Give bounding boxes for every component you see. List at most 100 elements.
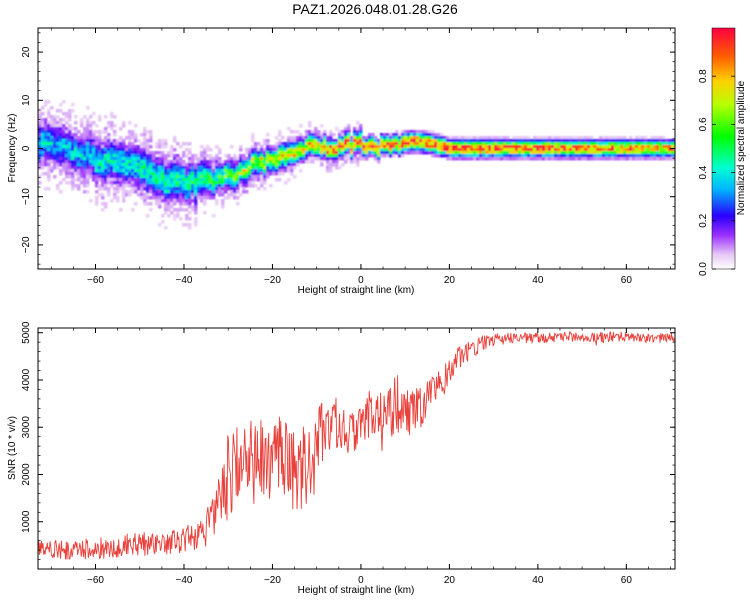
heat-cell	[257, 157, 261, 161]
heat-cell	[56, 142, 60, 146]
heat-cell	[461, 157, 465, 161]
heat-cell	[149, 157, 153, 161]
heat-cell	[119, 127, 123, 131]
heat-cell	[290, 139, 294, 143]
heat-cell	[254, 178, 258, 182]
heat-cell	[317, 154, 321, 158]
heat-cell	[263, 154, 267, 158]
heat-cell	[122, 199, 126, 203]
heat-cell	[245, 151, 249, 155]
heat-cell	[44, 151, 48, 155]
heat-cell	[341, 130, 345, 134]
heat-cell	[176, 214, 180, 218]
heat-cell	[68, 163, 72, 167]
heat-cell	[485, 157, 489, 161]
heat-cell	[80, 154, 84, 158]
heat-cell	[380, 136, 384, 140]
y-tick-label: 4000	[21, 368, 32, 391]
heat-cell	[542, 139, 546, 143]
heat-cell	[155, 172, 159, 176]
heat-cell	[95, 190, 99, 194]
heat-cell	[599, 139, 603, 143]
heat-cell	[71, 103, 75, 107]
heat-cell	[629, 145, 633, 149]
heat-cell	[170, 211, 174, 215]
heat-cell	[434, 139, 438, 143]
heat-cell	[362, 151, 366, 155]
heat-cell	[356, 151, 360, 155]
heat-cell	[299, 154, 303, 158]
heat-cell	[602, 142, 606, 146]
heat-cell	[158, 205, 162, 209]
heat-cell	[263, 148, 267, 152]
heat-cell	[194, 205, 198, 209]
heat-cell	[179, 190, 183, 194]
heat-cell	[41, 142, 45, 146]
heat-cell	[119, 139, 123, 143]
heat-cell	[281, 145, 285, 149]
heat-cell	[161, 166, 165, 170]
heat-cell	[491, 136, 495, 140]
heat-cell	[650, 157, 654, 161]
heat-cell	[59, 103, 63, 107]
heat-cell	[221, 175, 225, 179]
heat-cell	[134, 145, 138, 149]
heat-cell	[77, 175, 81, 179]
heat-cell	[503, 139, 507, 143]
heat-cell	[92, 121, 96, 125]
heat-cell	[188, 217, 192, 221]
heat-cell	[392, 151, 396, 155]
heat-cell	[533, 145, 537, 149]
heat-cell	[398, 139, 402, 143]
heat-cell	[140, 181, 144, 185]
heat-cell	[275, 151, 279, 155]
heat-cell	[101, 169, 105, 173]
heat-cell	[299, 157, 303, 161]
heat-cell	[302, 154, 306, 158]
heat-cell	[428, 133, 432, 137]
heat-cell	[137, 166, 141, 170]
heat-cell	[116, 172, 120, 176]
heat-cell	[527, 157, 531, 161]
heat-cell	[485, 151, 489, 155]
heat-cell	[626, 157, 630, 161]
heat-cell	[647, 145, 651, 149]
heat-cell	[188, 184, 192, 188]
heat-cell	[233, 157, 237, 161]
heat-cell	[305, 142, 309, 146]
heat-cell	[131, 175, 135, 179]
heat-cell	[347, 148, 351, 152]
heat-cell	[176, 199, 180, 203]
heat-cell	[626, 145, 630, 149]
heat-cell	[554, 145, 558, 149]
heat-cell	[215, 163, 219, 167]
heat-cell	[551, 139, 555, 143]
heat-cell	[176, 157, 180, 161]
heat-cell	[110, 124, 114, 128]
heat-cell	[593, 151, 597, 155]
heat-cell	[530, 145, 534, 149]
heat-cell	[236, 178, 240, 182]
heat-cell	[128, 133, 132, 137]
heat-cell	[293, 157, 297, 161]
heat-cell	[41, 130, 45, 134]
heat-cell	[191, 178, 195, 182]
heat-cell	[188, 151, 192, 155]
heat-cell	[347, 133, 351, 137]
heat-cell	[224, 187, 228, 191]
heat-cell	[437, 142, 441, 146]
heat-cell	[248, 166, 252, 170]
heat-cell	[248, 178, 252, 182]
heat-cell	[431, 139, 435, 143]
heat-cell	[518, 145, 522, 149]
heat-cell	[128, 163, 132, 167]
heat-cell	[476, 157, 480, 161]
heat-cell	[413, 148, 417, 152]
heat-cell	[230, 163, 234, 167]
heat-cell	[206, 175, 210, 179]
heat-cell	[107, 166, 111, 170]
heat-cell	[632, 151, 636, 155]
heat-cell	[317, 139, 321, 143]
heat-cell	[623, 151, 627, 155]
